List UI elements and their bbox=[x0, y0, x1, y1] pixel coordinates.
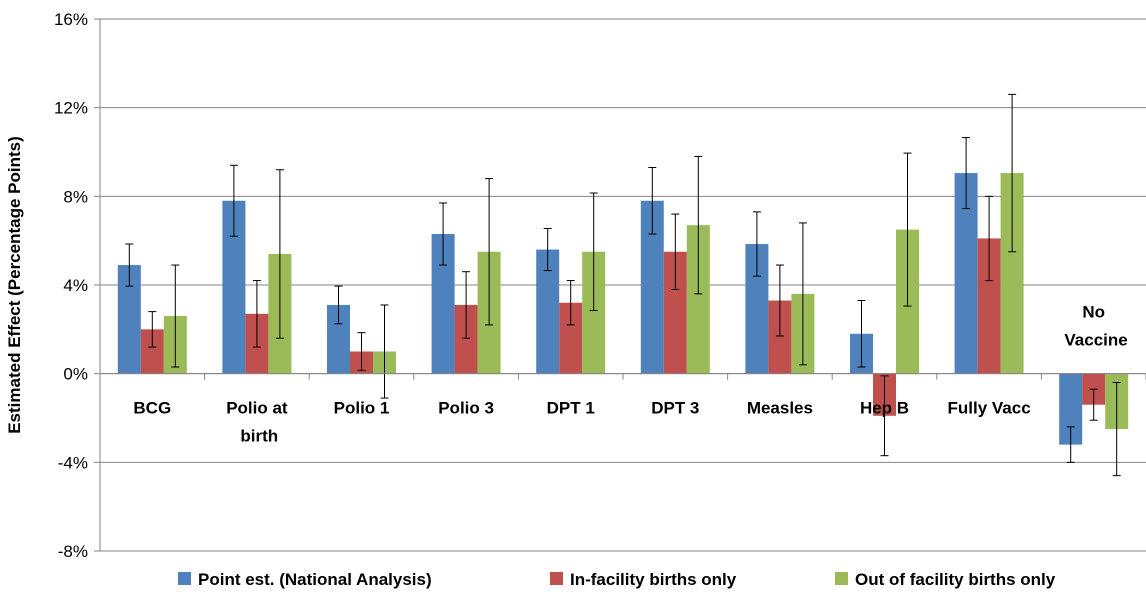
bar bbox=[536, 249, 560, 374]
error-bar bbox=[775, 264, 784, 337]
bar bbox=[768, 300, 792, 374]
error-bar bbox=[1066, 426, 1075, 463]
error-bar bbox=[148, 311, 157, 348]
bar bbox=[454, 304, 478, 374]
bar bbox=[686, 225, 710, 374]
error-bar bbox=[439, 202, 448, 266]
legend-label: Point est. (National Analysis) bbox=[198, 570, 432, 589]
bar bbox=[559, 302, 583, 374]
x-tick-label-line: Hep B bbox=[860, 399, 909, 418]
error-bar bbox=[1089, 388, 1098, 421]
error-bar bbox=[566, 280, 575, 326]
legend-label: Out of facility births only bbox=[855, 570, 1056, 589]
error-bar bbox=[589, 192, 598, 311]
error-bar bbox=[171, 264, 180, 368]
legend-label: In-facility births only bbox=[570, 570, 737, 589]
bar bbox=[327, 304, 350, 374]
error-bar bbox=[275, 169, 284, 339]
y-tick-label: 8% bbox=[63, 187, 88, 206]
error-bar bbox=[671, 213, 680, 290]
error-bar bbox=[798, 222, 807, 366]
bar bbox=[1059, 373, 1083, 445]
x-tick-label-line: Fully Vacc bbox=[948, 399, 1031, 418]
y-tick-label: 4% bbox=[63, 276, 88, 295]
error-bar bbox=[880, 375, 889, 457]
bar bbox=[977, 238, 1001, 374]
error-bar bbox=[962, 137, 971, 210]
bar bbox=[582, 251, 606, 374]
error-bar bbox=[694, 155, 703, 295]
x-tick-label: BCG bbox=[133, 399, 171, 418]
error-bar bbox=[125, 243, 134, 287]
x-tick-label: Polio 3 bbox=[438, 399, 494, 418]
y-tick-label: 0% bbox=[63, 365, 88, 384]
error-bar bbox=[462, 271, 471, 339]
error-bar bbox=[380, 304, 389, 399]
x-tick-label-line: DPT 1 bbox=[547, 399, 595, 418]
error-bar bbox=[357, 332, 366, 371]
legend-swatch bbox=[178, 572, 191, 585]
x-tick-label-line: Polio 1 bbox=[334, 399, 390, 418]
legend-swatch bbox=[550, 572, 563, 585]
error-bar bbox=[543, 227, 552, 272]
x-tick-label-line: BCG bbox=[133, 399, 171, 418]
error-bar bbox=[485, 178, 494, 326]
error-bar bbox=[903, 152, 912, 307]
x-tick-label: Polio 1 bbox=[334, 399, 390, 418]
bar bbox=[745, 243, 769, 374]
error-bar bbox=[752, 211, 761, 277]
y-tick-label: 16% bbox=[54, 10, 88, 29]
x-tick-label-line: Polio at bbox=[226, 399, 288, 418]
x-tick-label-line: birth bbox=[236, 427, 279, 446]
error-bar bbox=[334, 285, 343, 325]
x-tick-label: Hep B bbox=[860, 399, 909, 418]
y-tick-label: -8% bbox=[58, 542, 88, 561]
bar bbox=[954, 173, 978, 374]
error-bar bbox=[857, 300, 866, 368]
error-bar bbox=[985, 195, 994, 282]
error-bar bbox=[648, 167, 657, 235]
x-tick-label-line: DPT 3 bbox=[651, 399, 699, 418]
y-tick-label: -4% bbox=[58, 453, 88, 472]
y-tick-label: 12% bbox=[54, 99, 88, 118]
y-axis-label: Estimated Effect (Percentage Points) bbox=[5, 136, 24, 434]
bar bbox=[663, 251, 687, 374]
error-bar bbox=[229, 164, 238, 237]
x-tick-label: Measles bbox=[747, 399, 813, 418]
x-tick-label: Polio at birth bbox=[226, 399, 288, 446]
x-tick-label-line: Measles bbox=[747, 399, 813, 418]
legend-swatch bbox=[835, 572, 848, 585]
bar bbox=[222, 200, 246, 374]
bar bbox=[640, 200, 664, 374]
x-tick-label: Fully Vacc bbox=[948, 399, 1031, 418]
x-tick-label: DPT 3 bbox=[651, 399, 699, 418]
bar bbox=[431, 234, 455, 374]
bar bbox=[117, 265, 141, 374]
x-tick-label: DPT 1 bbox=[547, 399, 595, 418]
x-tick-label: No Vaccine bbox=[1060, 303, 1128, 350]
x-tick-label-line: No bbox=[1082, 303, 1105, 322]
error-bar bbox=[1112, 382, 1121, 477]
x-tick-label-line: Vaccine bbox=[1060, 331, 1128, 350]
x-tick-label-line: Polio 3 bbox=[438, 399, 494, 418]
bar bbox=[140, 329, 164, 374]
error-bar bbox=[1008, 93, 1017, 253]
error-bar bbox=[252, 280, 261, 348]
bar bbox=[1000, 173, 1024, 374]
